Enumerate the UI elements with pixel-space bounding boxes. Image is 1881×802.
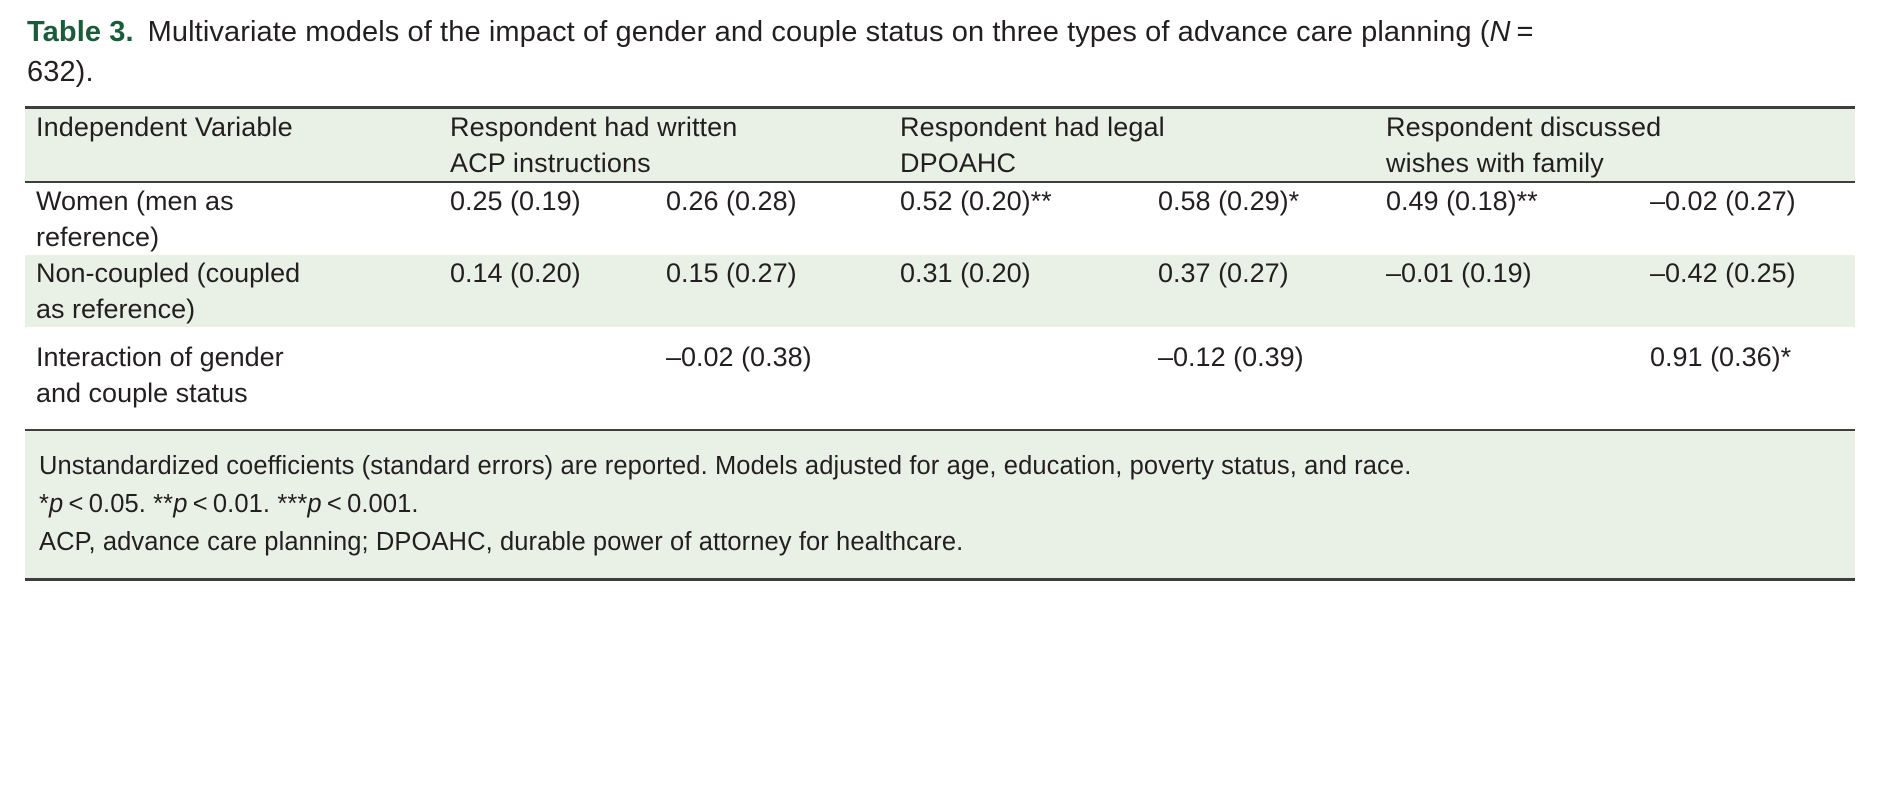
footnote-models: Unstandardized coefficients (standard er…: [39, 452, 1412, 480]
table-body: Women (men as reference) 0.25 (0.19) 0.2…: [25, 182, 1856, 431]
table-cell: –0.12 (0.39): [1158, 327, 1387, 431]
sig-p: p: [307, 490, 322, 518]
row-label-line: Women (men as: [36, 186, 234, 216]
row-label-line: Non-coupled (coupled: [36, 258, 301, 288]
row-label: Non-coupled (coupled as reference): [25, 255, 450, 327]
header-group-acp-instructions: Respondent had written ACP instructions: [450, 109, 901, 183]
table-cell: 0.49 (0.18)**: [1386, 186, 1538, 216]
table-cell: [900, 327, 1159, 431]
table-cell: –0.02 (0.38): [666, 327, 901, 431]
row-label: Women (men as reference): [25, 182, 450, 255]
header-line: Respondent had written: [450, 112, 738, 142]
header-line: Respondent discussed: [1386, 112, 1662, 142]
table-header: Independent Variable Respondent had writ…: [25, 109, 1856, 183]
sig-stars: *: [39, 490, 50, 518]
table-cell: 0.25 (0.19): [450, 186, 581, 216]
row-label-line: as reference): [36, 294, 196, 324]
caption-text-after: = 632).: [27, 16, 1540, 88]
header-independent-variable: Independent Variable: [25, 109, 450, 183]
footnote-significance: *p < 0.05. **p < 0.01. ***p < 0.001.: [39, 485, 1841, 523]
table-cell: 0.31 (0.20): [900, 255, 1159, 327]
header-line: Respondent had legal: [900, 112, 1165, 142]
header-line: wishes with family: [1386, 148, 1604, 178]
table-cell: 0.15 (0.27): [666, 255, 901, 327]
sig-stars: ***: [277, 490, 308, 518]
table-container: Independent Variable Respondent had writ…: [25, 106, 1856, 581]
table-cell: 0.26 (0.28): [666, 186, 797, 216]
table-row-interaction: Interaction of gender and couple status …: [25, 327, 1856, 431]
table-number: Table 3.: [27, 16, 134, 48]
table-cell: 0.52 (0.20)**: [900, 186, 1052, 216]
table-row-women: Women (men as reference) 0.25 (0.19) 0.2…: [25, 182, 1855, 255]
table-row-non-coupled: Non-coupled (coupled as reference) 0.14 …: [25, 255, 1856, 327]
header-row: Independent Variable Respondent had writ…: [25, 109, 1856, 183]
sig-threshold: < 0.001.: [321, 490, 419, 518]
table-cell: [450, 327, 666, 431]
table-cell: 0.14 (0.20): [450, 255, 666, 327]
table-cell: –0.42 (0.25): [1650, 255, 1856, 327]
table-cell: [1386, 327, 1651, 431]
sig-threshold: < 0.01.: [187, 490, 278, 518]
header-line: ACP instructions: [450, 148, 651, 178]
header-group-discussed-wishes: Respondent discussed wishes with family: [1386, 109, 1856, 183]
sig-p: p: [49, 490, 64, 518]
sig-threshold: < 0.05.: [63, 490, 154, 518]
footnote-abbreviations: ACP, advance care planning; DPOAHC, dura…: [39, 528, 964, 556]
table-cell: –0.01 (0.19): [1386, 255, 1651, 327]
results-table: Independent Variable Respondent had writ…: [25, 109, 1856, 431]
table-top-rule: [25, 106, 1855, 109]
row-label-line: reference): [36, 222, 160, 252]
table-bottom-rule: [25, 578, 1855, 581]
sig-stars: **: [153, 490, 174, 518]
caption-text: Multivariate models of the impact of gen…: [147, 16, 1490, 48]
sig-p: p: [173, 490, 188, 518]
table-cell: 0.37 (0.27): [1158, 255, 1387, 327]
header-group-dpoahc: Respondent had legal DPOAHC: [900, 109, 1387, 183]
table-footnotes: Unstandardized coefficients (standard er…: [25, 431, 1855, 578]
row-label: Interaction of gender and couple status: [25, 327, 450, 431]
table-cell: –0.02 (0.27): [1650, 186, 1796, 216]
table-caption: Table 3. Multivariate models of the impac…: [27, 12, 1572, 92]
caption-n-symbol: N: [1489, 16, 1511, 48]
table-cell: 0.58 (0.29)*: [1158, 186, 1300, 216]
header-line: DPOAHC: [900, 148, 1017, 178]
row-label-line: and couple status: [36, 378, 248, 408]
table-cell: 0.91 (0.36)*: [1650, 327, 1856, 431]
row-label-line: Interaction of gender: [36, 342, 284, 372]
